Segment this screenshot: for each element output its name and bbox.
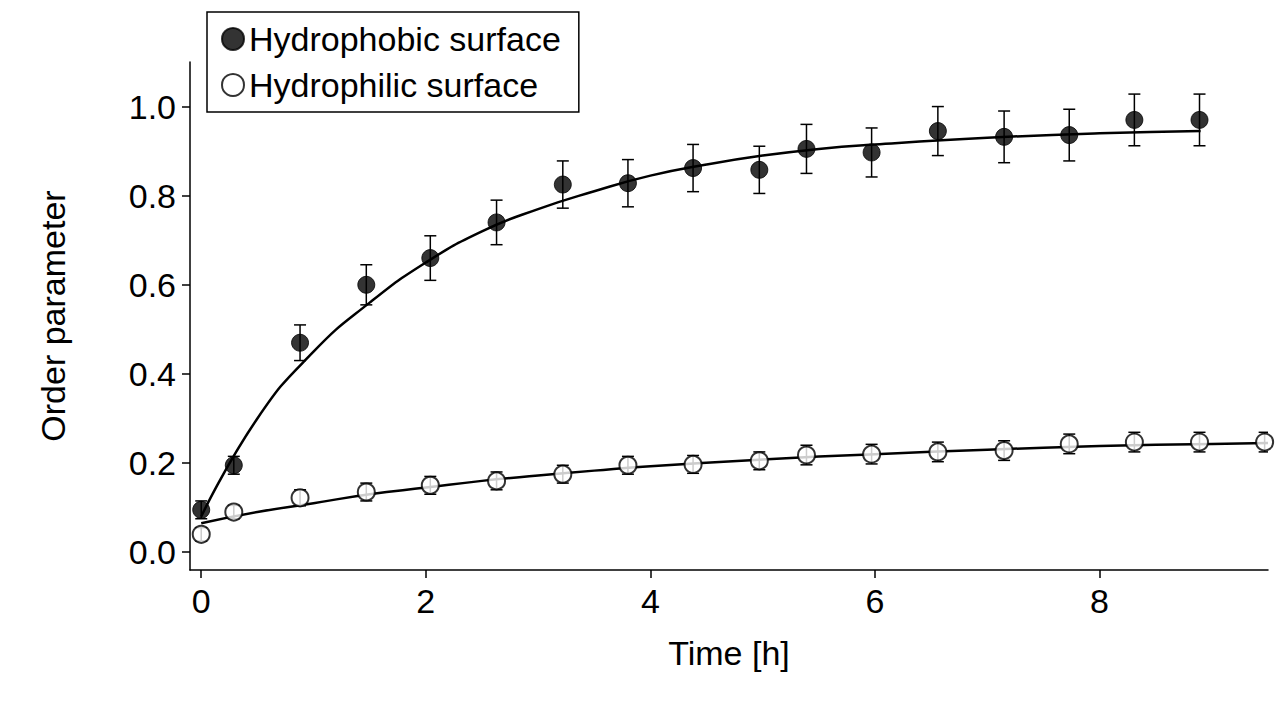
svg-text:Hydrophobic surface: Hydrophobic surface [249, 20, 561, 58]
svg-text:1.0: 1.0 [129, 88, 176, 126]
svg-text:0.6: 0.6 [129, 266, 176, 304]
svg-text:8: 8 [1090, 582, 1109, 620]
svg-text:4: 4 [641, 582, 660, 620]
svg-text:6: 6 [866, 582, 885, 620]
svg-text:0.0: 0.0 [129, 533, 176, 571]
svg-text:Hydrophilic surface: Hydrophilic surface [249, 66, 538, 104]
svg-text:0.8: 0.8 [129, 177, 176, 215]
svg-text:Order parameter: Order parameter [34, 190, 72, 441]
svg-text:2: 2 [416, 582, 435, 620]
svg-text:Time [h]: Time [h] [668, 634, 790, 672]
svg-text:0: 0 [192, 582, 211, 620]
svg-text:0.4: 0.4 [129, 355, 176, 393]
svg-text:0.2: 0.2 [129, 444, 176, 482]
